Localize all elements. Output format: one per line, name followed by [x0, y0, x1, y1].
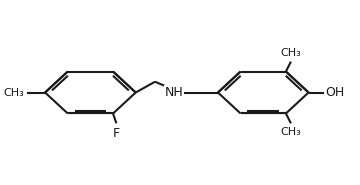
Text: CH₃: CH₃ — [3, 88, 24, 97]
Text: OH: OH — [325, 86, 345, 99]
Text: F: F — [113, 127, 120, 139]
Text: CH₃: CH₃ — [280, 48, 301, 58]
Text: CH₃: CH₃ — [280, 127, 301, 137]
Text: NH: NH — [165, 86, 184, 99]
